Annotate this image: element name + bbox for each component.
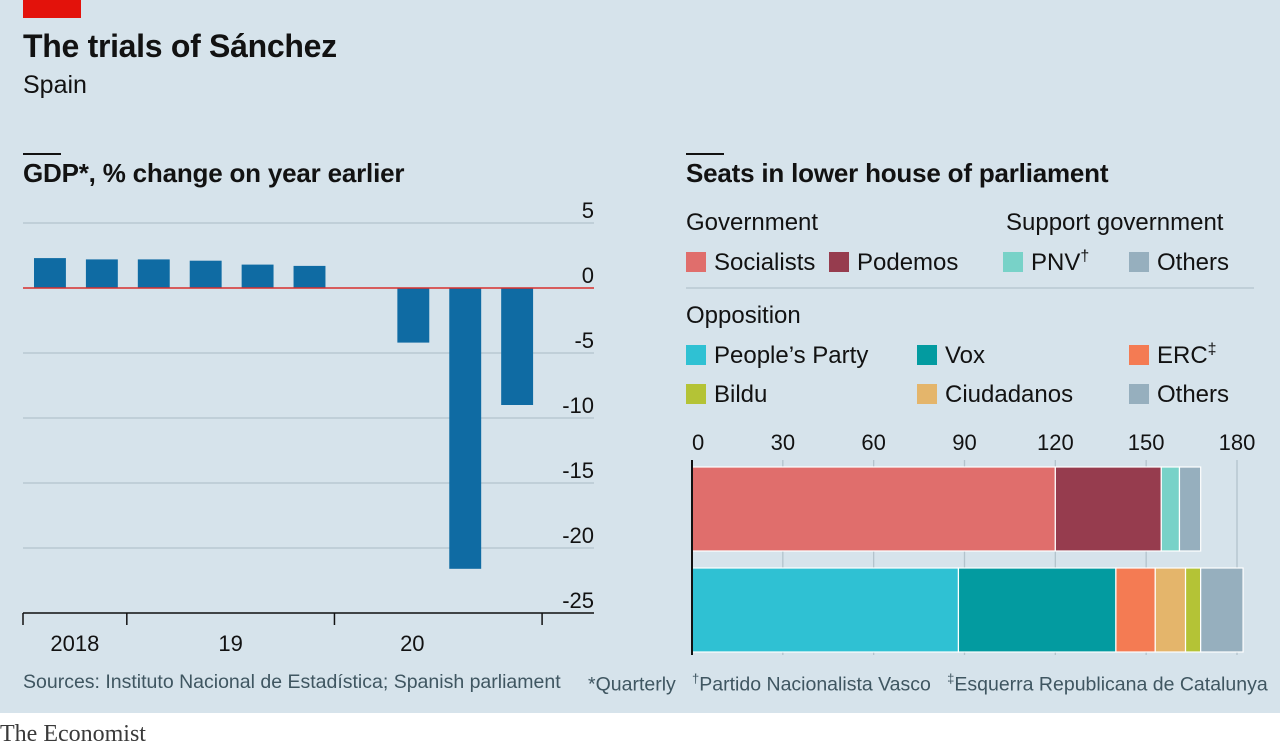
gdp-bar-chart: 5 0 -5 -10 -15 -20 -25 2018 19 20	[22, 198, 594, 656]
legend-swatch-opp-vox	[917, 345, 937, 365]
chart-title: The trials of Sánchez	[23, 28, 337, 64]
gdp-x-tick-label: 20	[400, 631, 424, 656]
gdp-bar	[397, 288, 430, 343]
legend-label-opp-erc-mark: ‡	[1208, 341, 1217, 358]
seats-bar-government-pnv	[1160, 466, 1181, 552]
legend-swatch-socialists	[686, 252, 706, 272]
seats-bar-opposition-vox	[957, 567, 1117, 653]
seats-x-tick-label: 180	[1219, 430, 1256, 455]
brand-wordmark: The Economist	[0, 721, 146, 747]
seats-bar-government-socialists	[691, 466, 1056, 552]
legend-swatch-opp-others	[1129, 384, 1149, 404]
seats-stacked-bar-chart: Government Support government Socialists Po…	[686, 209, 1256, 655]
chart-subtitle: Spain	[23, 71, 87, 99]
gdp-y-tick-label: 0	[582, 263, 594, 288]
footnote-pnv-mark: †	[692, 671, 700, 686]
brand-red-tag	[23, 0, 81, 18]
seats-x-tick-label: 90	[952, 430, 976, 455]
footnote-pnv: Partido Nacionalista Vasco	[699, 673, 931, 696]
seats-bar-government-others	[1178, 466, 1202, 552]
legend-heading-opposition: Opposition	[686, 302, 801, 329]
footnote-erc: Esquerra Republicana de Catalunya	[954, 673, 1268, 696]
legend-swatch-podemos	[829, 252, 849, 272]
gdp-bar	[85, 259, 118, 288]
gdp-bar	[34, 258, 66, 288]
legend-label-opp-vox: Vox	[945, 342, 985, 369]
legend-label-opp-others: Others	[1157, 381, 1229, 408]
legend-label-opp-ciudadanos: Ciudadanos	[945, 381, 1073, 408]
sources-note: Sources: Instituto Nacional de Estadísti…	[23, 671, 561, 693]
gdp-title-rule	[23, 153, 61, 155]
legend-label-others: Others	[1157, 249, 1229, 276]
gdp-y-tick-label: 5	[582, 198, 594, 223]
footnote-quarterly: *Quarterly	[588, 673, 676, 696]
legend-label-pnv-mark: †	[1080, 248, 1089, 265]
gdp-bar	[293, 265, 326, 288]
seats-bar-opposition-peoplesparty	[691, 567, 960, 653]
legend-label-socialists: Socialists	[714, 249, 815, 276]
legend-swatch-opp-erc	[1129, 345, 1149, 365]
legend-label-pnv: PNV†	[1031, 248, 1089, 276]
seats-bar-opposition-bildu	[1184, 567, 1202, 653]
legend-heading-support-government: Support government	[1006, 209, 1224, 236]
gdp-bar	[241, 264, 274, 288]
gdp-x-tick-label: 2018	[50, 631, 99, 656]
seats-x-tick-label: 0	[692, 430, 704, 455]
seats-x-tick-label: 120	[1037, 430, 1074, 455]
gdp-bar	[501, 288, 534, 405]
gdp-y-tick-label: -5	[574, 328, 594, 353]
legend-heading-government: Government	[686, 209, 818, 236]
legend-swatch-opp-bildu	[686, 384, 706, 404]
legend-swatch-opp-peoplesparty	[686, 345, 706, 365]
legend-swatch-others	[1129, 252, 1149, 272]
seats-title-rule	[686, 153, 724, 155]
gdp-x-tick-label: 19	[218, 631, 242, 656]
gdp-y-tick-label: -15	[562, 458, 594, 483]
gdp-bar	[137, 259, 170, 288]
footnote-erc-mark: ‡	[947, 671, 955, 686]
seats-x-tick-label: 150	[1128, 430, 1165, 455]
legend-label-podemos: Podemos	[857, 249, 958, 276]
seats-bar-opposition-ciudadanos	[1154, 567, 1187, 653]
seats-bar-opposition-others	[1200, 567, 1244, 653]
seats-bar-opposition-erc	[1115, 567, 1156, 653]
footnotes: *Quarterly †Partido Nacionalista Vasco ‡…	[588, 671, 1268, 697]
gdp-y-tick-label: -25	[562, 588, 594, 613]
seats-x-tick-label: 60	[861, 430, 885, 455]
legend-swatch-pnv	[1003, 252, 1023, 272]
legend-label-opp-peoplesparty: People’s Party	[714, 342, 868, 369]
gdp-y-tick-label: -10	[562, 393, 594, 418]
seats-bar-government-podemos	[1054, 466, 1162, 552]
gdp-y-tick-label: -20	[562, 523, 594, 548]
gdp-chart-title: GDP*, % change on year earlier	[23, 158, 405, 188]
gdp-bar	[189, 260, 222, 288]
legend-label-opp-erc: ERC‡	[1157, 341, 1217, 369]
legend-swatch-opp-ciudadanos	[917, 384, 937, 404]
seats-x-tick-label: 30	[771, 430, 795, 455]
gdp-bar	[449, 288, 482, 569]
seats-chart-title: Seats in lower house of parliament	[686, 158, 1109, 188]
legend-label-opp-bildu: Bildu	[714, 381, 767, 408]
